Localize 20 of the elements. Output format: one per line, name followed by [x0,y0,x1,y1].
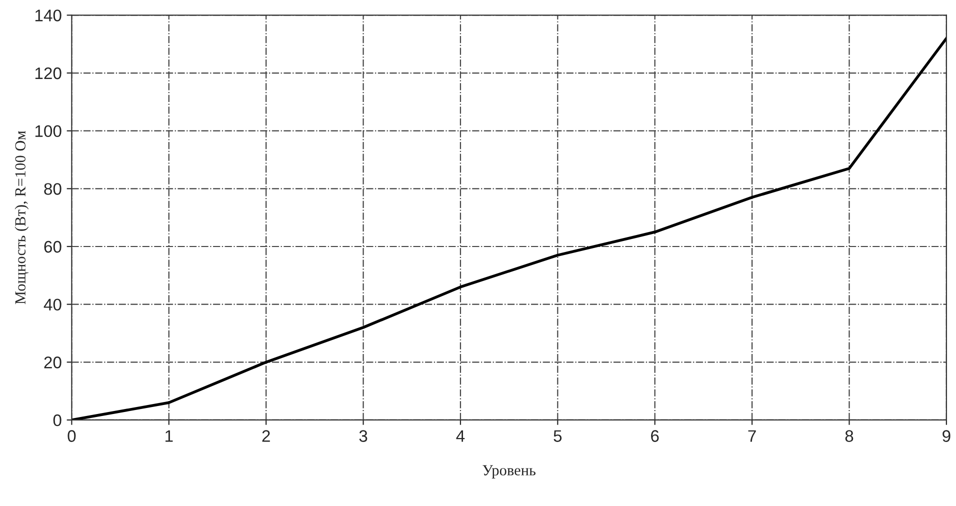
y-tick-label: 60 [44,240,62,253]
y-axis-title: Мощность (Вт), R=100 Ом [14,130,29,304]
x-tick-label: 4 [456,430,465,442]
x-tick-label: 8 [845,430,854,442]
y-tick-label: 0 [53,414,62,426]
x-tick-label: 3 [359,430,368,442]
x-tick-label: 2 [262,430,270,442]
y-tick-label: 140 [35,10,62,22]
x-tick-label: 5 [554,430,562,442]
y-tick-label: 40 [44,298,62,311]
x-axis-title: Уровень [482,465,536,479]
x-tick-label: 6 [651,430,659,442]
y-tick-label: 20 [44,356,62,368]
x-tick-label: 9 [942,430,950,442]
x-tick-label: 1 [166,430,173,442]
y-tick-label: 120 [35,67,62,80]
x-tick-label: 0 [68,430,76,442]
y-tick-label: 100 [35,125,62,138]
x-tick-label: 7 [748,430,756,442]
y-tick-label: 80 [44,183,62,195]
